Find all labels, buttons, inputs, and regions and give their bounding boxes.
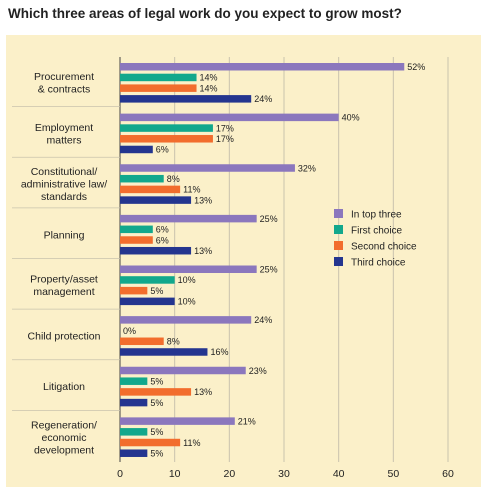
data-label-first-choice-litigation: 5% <box>150 376 163 386</box>
chart-title: Which three areas of legal work do you e… <box>8 6 402 21</box>
bar-second-choice-property-asset-management <box>120 286 148 295</box>
category-label-child-protection: Child protection <box>28 331 101 343</box>
x-tick-label-40: 40 <box>333 468 345 480</box>
x-tick-label-0: 0 <box>117 468 123 480</box>
data-label-first-choice-constitutional-administrative-law-standards: 8% <box>167 174 180 184</box>
data-label-first-choice-property-asset-management: 10% <box>178 275 196 285</box>
chart-panel: 0 10 20 30 40 50 60 Procurement & contracts 52% 14… <box>6 35 481 487</box>
legend-swatch-first-choice <box>334 225 343 234</box>
bar-in-top-three-procurement-contracts <box>120 63 405 71</box>
bar-second-choice-employment-matters <box>120 135 213 143</box>
bar-third-choice-child-protection <box>120 348 208 356</box>
data-label-second-choice-child-protection: 8% <box>167 337 180 347</box>
data-label-first-choice-regeneration-economic-development: 5% <box>150 427 163 437</box>
bar-second-choice-constitutional-administrative-law-standards <box>120 185 181 194</box>
bar-second-choice-child-protection <box>120 337 164 346</box>
bar-second-choice-planning <box>120 236 153 244</box>
bar-first-choice-planning <box>120 225 153 234</box>
data-label-third-choice-procurement-contracts: 24% <box>254 94 272 104</box>
bar-first-choice-property-asset-management <box>120 276 175 284</box>
data-label-first-choice-procurement-contracts: 14% <box>200 73 218 83</box>
bar-first-choice-employment-matters <box>120 124 213 132</box>
data-label-in-top-three-property-asset-management: 25% <box>260 265 278 275</box>
bar-in-top-three-property-asset-management <box>120 265 257 273</box>
data-label-third-choice-planning: 13% <box>194 246 212 256</box>
category-label-property-asset-management: Property/asset management <box>30 274 98 299</box>
bar-in-top-three-litigation <box>120 366 246 375</box>
data-label-in-top-three-planning: 25% <box>260 214 278 224</box>
data-label-second-choice-constitutional-administrative-law-standards: 11% <box>183 185 200 195</box>
legend-label-second-choice: Second choice <box>351 242 417 253</box>
data-label-in-top-three-employment-matters: 40% <box>342 113 360 123</box>
legend-swatch-second-choice <box>334 241 343 250</box>
category-label-regeneration-economic-development: Regeneration/economic development <box>31 419 97 456</box>
data-label-second-choice-property-asset-management: 5% <box>150 286 163 296</box>
bar-first-choice-procurement-contracts <box>120 73 197 82</box>
bar-in-top-three-child-protection <box>120 316 252 324</box>
legend-label-in-top-three: In top three <box>351 210 402 221</box>
data-label-second-choice-planning: 6% <box>156 235 169 245</box>
bar-in-top-three-constitutional-administrative-law-standards <box>120 164 295 172</box>
bar-third-choice-constitutional-administrative-law-standards <box>120 196 192 204</box>
data-label-third-choice-employment-matters: 6% <box>156 145 169 155</box>
data-label-third-choice-litigation: 5% <box>150 398 163 408</box>
data-label-second-choice-regeneration-economic-development: 11% <box>183 438 200 448</box>
bar-chart: 0 10 20 30 40 50 60 Procurement & contracts 52% 14… <box>12 57 454 480</box>
data-label-in-top-three-procurement-contracts: 52% <box>407 62 425 72</box>
bar-first-choice-constitutional-administrative-law-standards <box>120 174 164 183</box>
data-label-in-top-three-regeneration-economic-development: 21% <box>238 416 256 426</box>
category-label-planning: Planning <box>44 229 85 241</box>
data-label-third-choice-property-asset-management: 10% <box>178 297 196 307</box>
category-label-procurement-contracts: Procurement & contracts <box>34 71 94 96</box>
data-label-second-choice-employment-matters: 17% <box>216 134 234 144</box>
legend-label-third-choice: Third choice <box>351 258 406 269</box>
data-label-in-top-three-constitutional-administrative-law-standards: 32% <box>298 163 316 173</box>
bar-third-choice-procurement-contracts <box>120 95 252 103</box>
category-label-litigation: Litigation <box>43 381 85 393</box>
data-label-first-choice-child-protection: 0% <box>123 326 136 336</box>
bar-third-choice-property-asset-management <box>120 297 175 306</box>
bar-third-choice-litigation <box>120 398 148 407</box>
data-label-in-top-three-child-protection: 24% <box>254 315 272 325</box>
bar-second-choice-regeneration-economic-development <box>120 438 181 447</box>
bar-in-top-three-planning <box>120 214 257 223</box>
data-label-first-choice-planning: 6% <box>156 225 169 235</box>
bar-third-choice-planning <box>120 246 192 255</box>
bar-second-choice-procurement-contracts <box>120 84 197 92</box>
data-label-third-choice-child-protection: 16% <box>210 347 228 357</box>
x-tick-label-10: 10 <box>169 468 181 480</box>
bar-in-top-three-regeneration-economic-development <box>120 417 235 425</box>
legend-label-first-choice: First choice <box>351 226 403 237</box>
bar-third-choice-employment-matters <box>120 145 153 154</box>
data-label-in-top-three-litigation: 23% <box>249 366 267 376</box>
data-label-third-choice-regeneration-economic-development: 5% <box>150 448 163 458</box>
data-label-second-choice-litigation: 13% <box>194 387 212 397</box>
data-label-third-choice-constitutional-administrative-law-standards: 13% <box>194 195 212 205</box>
legend-swatch-in-top-three <box>334 209 343 218</box>
x-tick-label-20: 20 <box>223 468 235 480</box>
bar-second-choice-litigation <box>120 388 192 396</box>
legend-swatch-third-choice <box>334 257 343 266</box>
bar-first-choice-regeneration-economic-development <box>120 428 148 436</box>
x-tick-label-30: 30 <box>278 468 290 480</box>
x-tick-label-50: 50 <box>387 468 399 480</box>
bar-in-top-three-employment-matters <box>120 113 339 122</box>
bar-first-choice-litigation <box>120 377 148 385</box>
category-label-constitutional-administrative-law-standards: Constitutional/administrative law/standa… <box>21 166 107 203</box>
data-label-second-choice-procurement-contracts: 14% <box>200 83 218 93</box>
data-label-first-choice-employment-matters: 17% <box>216 123 234 133</box>
category-label-employment-matters: Employment matters <box>35 122 93 146</box>
bar-third-choice-regeneration-economic-development <box>120 449 148 457</box>
x-tick-label-60: 60 <box>442 468 454 480</box>
